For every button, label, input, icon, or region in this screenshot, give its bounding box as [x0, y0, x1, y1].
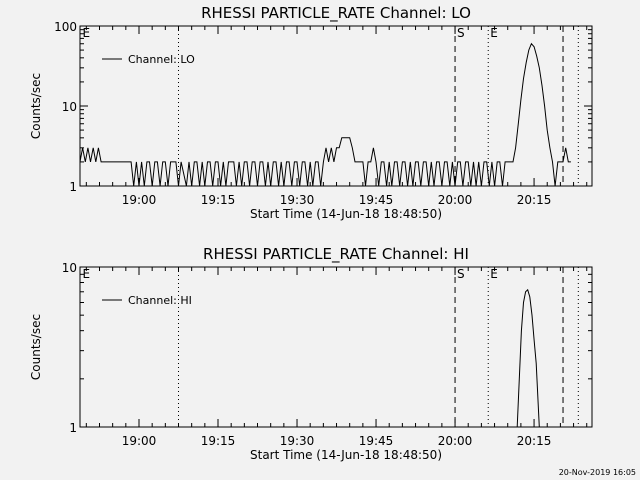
chart-title: RHESSI PARTICLE_RATE Channel: LO [201, 4, 471, 23]
x-tick-label: 20:15 [517, 434, 552, 448]
marker-label: S [457, 26, 465, 40]
x-tick-label: 20:00 [438, 193, 473, 207]
legend-label: Channel: HI [128, 294, 192, 307]
marker-label: S [457, 267, 465, 281]
chart-title: RHESSI PARTICLE_RATE Channel: HI [203, 245, 469, 264]
series-line [516, 288, 540, 428]
x-tick-label: 19:30 [280, 193, 315, 207]
x-tick-label: 20:00 [438, 434, 473, 448]
x-tick-label: 19:00 [122, 193, 157, 207]
marker-label: E [83, 26, 91, 40]
x-tick-label: 19:30 [280, 434, 315, 448]
x-tick-label: 19:00 [122, 434, 157, 448]
y-tick-label: 1 [69, 180, 77, 194]
marker-label: E [83, 267, 91, 281]
legend-label: Channel: LO [128, 53, 195, 66]
series-line [79, 42, 571, 187]
y-tick-label: 1 [69, 421, 77, 435]
y-axis-label: Counts/sec [29, 314, 43, 380]
marker-label: E [490, 26, 498, 40]
x-tick-label: 20:15 [517, 193, 552, 207]
x-axis-label: Start Time (14-Jun-18 18:48:50) [250, 207, 442, 221]
plot-frame [79, 266, 593, 428]
y-tick-label: 100 [54, 20, 77, 34]
y-tick-label: 10 [62, 261, 77, 275]
chart-channel-lo: RHESSI PARTICLE_RATE Channel: LO 19:00 19:… [29, 4, 593, 221]
x-tick-label: 19:45 [359, 193, 394, 207]
chart-channel-hi: RHESSI PARTICLE_RATE Channel: HI 19:00 19:… [29, 245, 593, 462]
marker-label: E [490, 267, 498, 281]
footer-timestamp: 20-Nov-2019 16:05 [559, 468, 636, 477]
x-tick-label: 19:45 [359, 434, 394, 448]
x-tick-label: 19:15 [201, 434, 236, 448]
y-tick-label: 10 [62, 100, 77, 114]
x-tick-label: 19:15 [201, 193, 236, 207]
x-axis-label: Start Time (14-Jun-18 18:48:50) [250, 448, 442, 462]
y-axis-label: Counts/sec [29, 73, 43, 139]
